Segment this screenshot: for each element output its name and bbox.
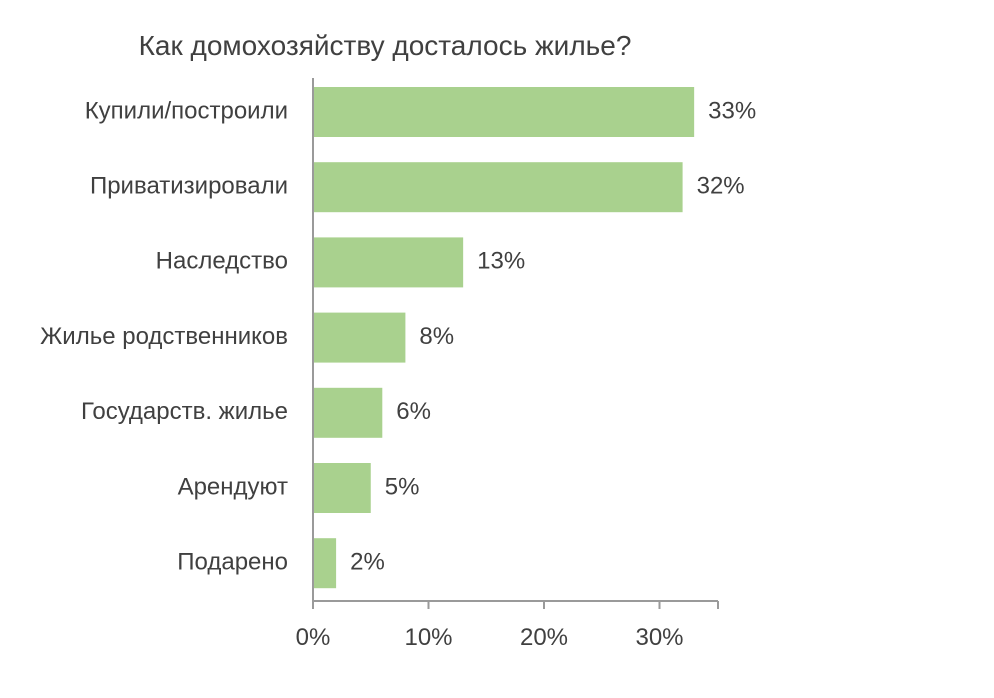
x-tick-label: 10% [404,624,452,651]
x-tick-label: 30% [635,624,683,651]
chart-title: Как домохозяйству досталось жилье? [139,30,632,61]
value-labels-group: 33% 32% 13% 8% 6% 5% 2% [350,97,756,575]
value-label: 8% [419,323,454,350]
value-label: 32% [697,173,745,200]
bar [313,237,464,288]
value-label: 6% [396,398,431,425]
category-label: Купили/построили [85,97,288,124]
bar [313,87,695,137]
value-label: 33% [708,97,756,124]
bar [313,312,406,363]
category-labels-group: Купили/построили Приватизировали Наследств… [40,97,288,575]
category-label: Государств. жилье [81,398,288,425]
x-tick-label: 20% [520,624,568,651]
x-tick-label: 0% [296,624,331,651]
category-label: Жилье родственников [40,323,288,350]
bar [313,162,683,213]
value-label: 13% [477,248,525,275]
category-label: Наследство [156,248,288,275]
bar [313,387,383,438]
x-ticks-group: 0% 10% 20% 30% [296,601,719,651]
bar [313,538,337,589]
value-label: 2% [350,549,385,576]
category-label: Арендуют [178,473,288,500]
category-label: Подарено [177,549,288,576]
bars-group [313,87,695,589]
value-label: 5% [385,473,420,500]
bar [313,463,371,513]
category-label: Приватизировали [90,173,288,200]
